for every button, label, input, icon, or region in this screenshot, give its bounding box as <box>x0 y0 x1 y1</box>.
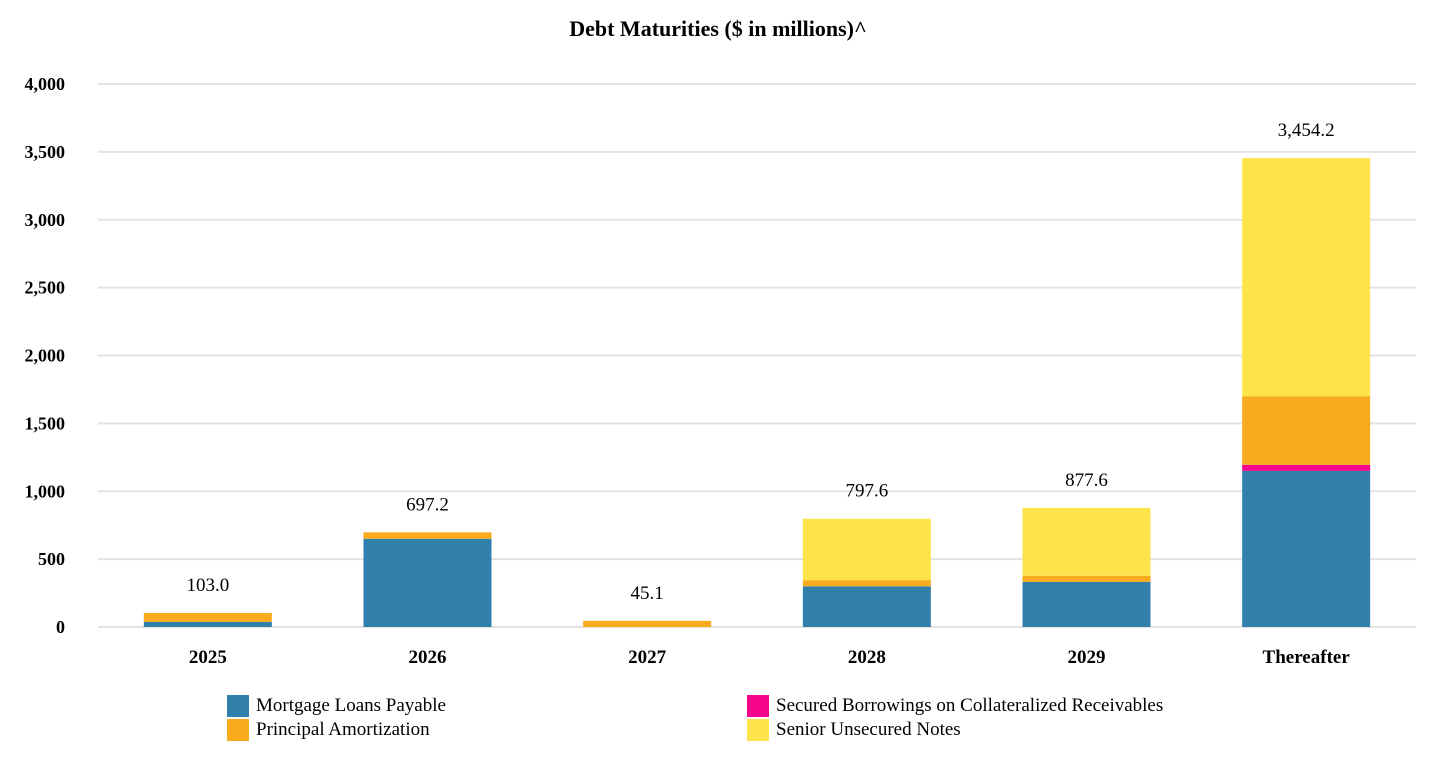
y-tick-label: 3,500 <box>25 142 66 162</box>
legend-item-senior-notes: Senior Unsecured Notes <box>747 718 961 742</box>
y-tick-label: 1,500 <box>25 413 66 433</box>
bar-segment <box>802 586 931 627</box>
bar-segment <box>143 621 272 627</box>
data-label: 3,454.2 <box>1278 120 1335 141</box>
bar-segment <box>143 613 272 622</box>
legend-item-secured-borrowings: Secured Borrowings on Collateralized Rec… <box>747 694 1163 718</box>
bar-segment <box>1022 507 1151 576</box>
y-tick-label: 0 <box>56 617 65 637</box>
bar-segment <box>802 518 931 581</box>
legend-label: Secured Borrowings on Collateralized Rec… <box>776 695 1164 716</box>
bar-segment <box>583 620 712 627</box>
bar-segment <box>1022 581 1151 627</box>
legend-swatch <box>747 719 769 741</box>
legend-label: Mortgage Loans Payable <box>256 695 446 716</box>
x-tick-label: 2029 <box>1068 647 1106 668</box>
data-label: 877.6 <box>1065 470 1108 491</box>
bar-segment <box>1242 464 1371 471</box>
bar-segment <box>363 538 492 627</box>
x-tick-label: 2028 <box>848 647 886 668</box>
bar-segment <box>802 580 931 587</box>
data-label: 103.0 <box>186 575 229 596</box>
y-tick-label: 500 <box>38 549 65 569</box>
data-label: 797.6 <box>845 481 888 502</box>
legend-item-amortization: Principal Amortization <box>227 718 430 742</box>
x-tick-label: Thereafter <box>1263 647 1351 668</box>
x-tick-label: 2026 <box>409 647 447 668</box>
y-tick-label: 1,000 <box>25 481 66 501</box>
chart-plot: 0 500 1,000 1,500 2,000 2,500 3,000 3,500 4,000 1… <box>25 74 1416 668</box>
bar-segment <box>1242 470 1371 627</box>
legend-swatch <box>227 719 249 741</box>
data-label: 45.1 <box>631 583 664 604</box>
bar-segment <box>1242 396 1371 465</box>
legend-label: Senior Unsecured Notes <box>776 719 961 740</box>
legend-swatch <box>747 695 769 717</box>
y-tick-label: 4,000 <box>25 74 66 94</box>
legend-item-mortgage: Mortgage Loans Payable <box>227 694 446 718</box>
bar-segment <box>1242 158 1371 397</box>
legend-label: Principal Amortization <box>256 719 430 740</box>
x-tick-label: 2025 <box>189 647 227 668</box>
chart-title: Debt Maturities ($ in millions)^ <box>569 16 867 41</box>
x-tick-label: 2027 <box>628 647 667 668</box>
bar-segment <box>363 532 492 539</box>
bar-segment <box>1022 575 1151 582</box>
y-tick-label: 3,000 <box>25 210 66 230</box>
legend-swatch <box>227 695 249 717</box>
data-label: 697.2 <box>406 494 449 515</box>
y-tick-label: 2,500 <box>25 278 66 298</box>
y-tick-label: 2,000 <box>25 346 66 366</box>
